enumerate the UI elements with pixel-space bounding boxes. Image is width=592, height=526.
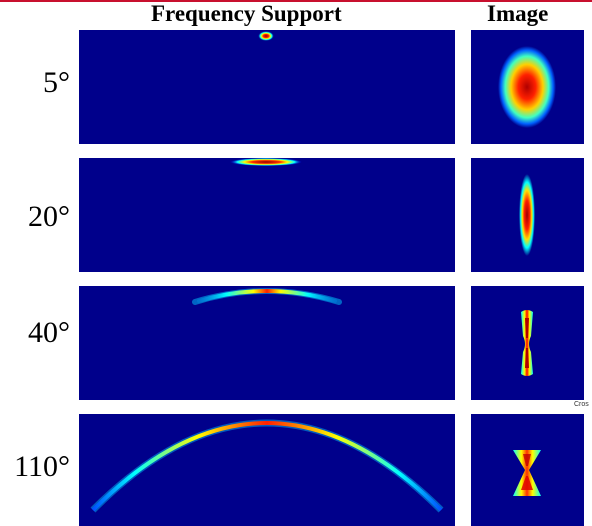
- image-panel-20: [471, 158, 584, 272]
- angle-label-20: 20°: [28, 200, 70, 233]
- image-spot-5: [498, 46, 556, 128]
- frequency-support-panel-40: [79, 286, 455, 400]
- cropped-caption-text: Cros: [574, 401, 589, 408]
- top-accent-rule: [0, 0, 592, 2]
- frequency-support-panel-5: [79, 30, 455, 144]
- image-spot-20: [519, 174, 535, 256]
- image-panel-40: [471, 286, 584, 400]
- angle-label-110: 110°: [14, 450, 70, 483]
- frequency-support-blob-5: [258, 31, 274, 41]
- image-panel-110: [471, 414, 584, 526]
- frequency-support-panel-20: [79, 158, 455, 272]
- image-header: Image: [487, 1, 549, 26]
- frequency-support-arc-40: [197, 289, 337, 303]
- image-hourglass-110: [513, 450, 541, 496]
- image-panel-5: [471, 30, 584, 144]
- frequency-support-arc-110: [91, 421, 443, 512]
- angle-label-40: 40°: [28, 316, 70, 349]
- frequency-support-panel-110: [79, 414, 455, 526]
- angle-label-5: 5°: [43, 66, 70, 99]
- frequency-support-header: Frequency Support: [151, 1, 342, 26]
- image-pinch-40: [521, 310, 533, 376]
- frequency-support-band-20: [230, 158, 302, 166]
